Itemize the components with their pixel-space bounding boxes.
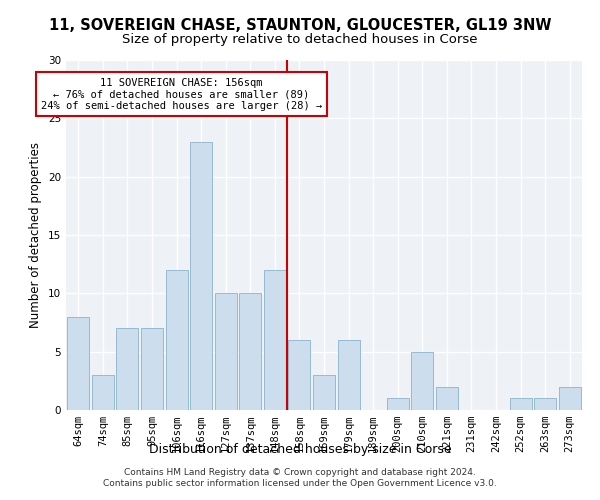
Bar <box>190 142 212 410</box>
Bar <box>67 316 89 410</box>
Bar <box>166 270 188 410</box>
Text: Distribution of detached houses by size in Corse: Distribution of detached houses by size … <box>149 442 451 456</box>
Bar <box>264 270 286 410</box>
Bar <box>239 294 262 410</box>
Bar <box>509 398 532 410</box>
Bar <box>116 328 139 410</box>
Y-axis label: Number of detached properties: Number of detached properties <box>29 142 43 328</box>
Text: 11 SOVEREIGN CHASE: 156sqm
← 76% of detached houses are smaller (89)
24% of semi: 11 SOVEREIGN CHASE: 156sqm ← 76% of deta… <box>41 78 322 110</box>
Bar <box>338 340 359 410</box>
Text: Contains HM Land Registry data © Crown copyright and database right 2024.
Contai: Contains HM Land Registry data © Crown c… <box>103 468 497 487</box>
Bar <box>313 375 335 410</box>
Bar <box>92 375 114 410</box>
Bar <box>386 398 409 410</box>
Bar <box>534 398 556 410</box>
Text: Size of property relative to detached houses in Corse: Size of property relative to detached ho… <box>122 32 478 46</box>
Bar <box>559 386 581 410</box>
Text: 11, SOVEREIGN CHASE, STAUNTON, GLOUCESTER, GL19 3NW: 11, SOVEREIGN CHASE, STAUNTON, GLOUCESTE… <box>49 18 551 32</box>
Bar <box>411 352 433 410</box>
Bar <box>215 294 237 410</box>
Bar <box>141 328 163 410</box>
Bar <box>436 386 458 410</box>
Bar <box>289 340 310 410</box>
